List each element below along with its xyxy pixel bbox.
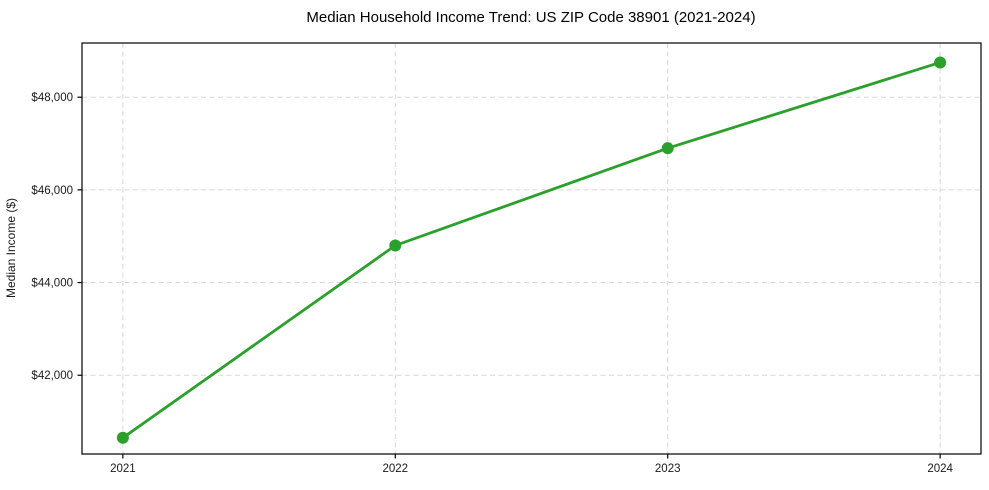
grid-layer: [82, 43, 981, 454]
chart-title: Median Household Income Trend: US ZIP Co…: [306, 9, 755, 26]
data-point-marker: [661, 142, 674, 155]
data-point-marker: [116, 431, 129, 444]
y-tick-label: $46,000: [31, 185, 73, 197]
data-point-marker: [389, 239, 402, 252]
x-tick-label: 2023: [655, 463, 681, 475]
x-tick-label: 2024: [927, 463, 953, 475]
trend-line: [121, 61, 942, 440]
y-tick-label: $44,000: [31, 278, 73, 290]
y-tick-label: $48,000: [31, 92, 73, 104]
y-axis-label: Median Income ($): [4, 198, 18, 298]
x-tick-label: 2021: [110, 463, 136, 475]
x-tick-label: 2022: [382, 463, 408, 475]
y-tick-label: $42,000: [31, 370, 73, 382]
series-layer: [116, 56, 947, 444]
axis-layer: $42,000 $44,000 $46,000 $48,000 2021 2022 2023…: [31, 92, 953, 475]
plot-border: [81, 42, 982, 455]
data-point-marker: [934, 56, 947, 69]
